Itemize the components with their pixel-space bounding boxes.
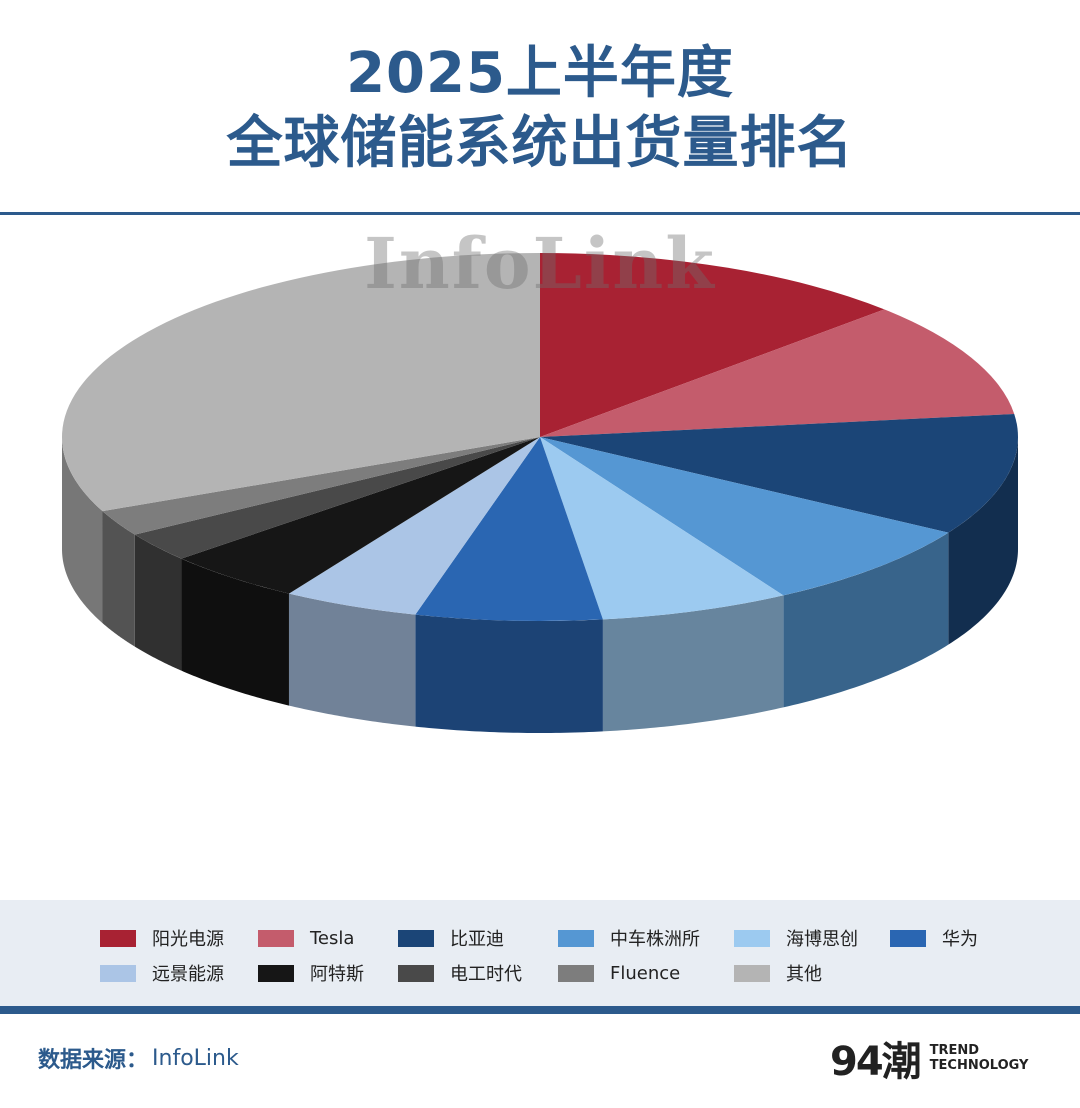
- pie-slice-10: [102, 437, 540, 535]
- pie-side-walls: [62, 437, 1018, 733]
- brand-mark: 94潮: [830, 1039, 922, 1085]
- legend-item: 阿特斯: [258, 961, 364, 985]
- pie-slice-2: [540, 309, 1015, 437]
- legend-item: 电工时代: [398, 961, 522, 985]
- legend-label: Tesla: [310, 927, 355, 949]
- legend-label: 海博思创: [786, 929, 858, 950]
- legend-swatch: [100, 964, 136, 982]
- brand-wordmark: TREND TECHNOLOGY: [930, 1043, 1029, 1073]
- pie-chart-svg: [62, 253, 1018, 733]
- legend-swatch: [258, 929, 294, 947]
- chart-legend: 阳光电源 Tesla 比亚迪 中车株洲所 海博思创 华为远景能源 阿特斯 电工时代 Fluenc…: [0, 900, 1080, 1006]
- legend-swatch: [100, 929, 136, 947]
- footer-divider: [0, 1006, 1080, 1014]
- pie-slice-1: [540, 253, 885, 437]
- legend-item: Tesla: [258, 926, 354, 950]
- legend-swatch: [890, 929, 926, 947]
- legend-swatch: [558, 929, 594, 947]
- legend-label: 比亚迪: [450, 929, 504, 950]
- watermark-text: InfoLink: [364, 222, 716, 305]
- pie-slice-3: [540, 413, 1018, 533]
- pie-side-9: [134, 534, 182, 671]
- legend-item: 华为: [890, 926, 978, 950]
- legend-item: Fluence: [558, 961, 680, 985]
- legend-item: 中车株洲所: [558, 926, 700, 950]
- legend-item: 其他: [734, 961, 822, 985]
- pie-slice-6: [415, 437, 603, 621]
- legend-swatch: [558, 964, 594, 982]
- legend-label: 其他: [786, 964, 822, 985]
- legend-label: 阳光电源: [152, 929, 224, 950]
- pie-side-8: [181, 558, 289, 706]
- data-source-value: InfoLink: [152, 1045, 239, 1071]
- legend-swatch: [398, 929, 434, 947]
- pie-top-faces: [62, 253, 1018, 621]
- legend-swatch: [258, 964, 294, 982]
- pie-slice-7: [288, 437, 540, 615]
- pie-side-7: [288, 593, 416, 727]
- pie-side-4: [783, 532, 949, 708]
- brand-line-1: TREND: [929, 1043, 980, 1058]
- legend-item: 阳光电源: [100, 926, 224, 950]
- legend-label: 华为: [942, 929, 978, 950]
- pie-chart-area: [0, 215, 1080, 900]
- legend-swatch: [734, 929, 770, 947]
- brand-line-2: TECHNOLOGY: [929, 1058, 1029, 1073]
- chart-title-line-2: 全球储能系统出货量排名: [226, 111, 854, 176]
- chart-title-line-1: 2025上半年度: [346, 41, 734, 106]
- pie-side-10: [102, 511, 135, 647]
- title-block: 2025上半年度 全球储能系统出货量排名: [0, 0, 1080, 214]
- pie-slice-11: [62, 253, 540, 512]
- pie-slice-4: [540, 437, 949, 596]
- pie-side-3: [948, 437, 1018, 645]
- legend-swatch: [734, 964, 770, 982]
- brand-logo: 94潮 TREND TECHNOLOGY: [830, 1030, 1028, 1086]
- legend-item: 远景能源: [100, 961, 224, 985]
- data-source-label: 数据来源：: [38, 1048, 149, 1073]
- legend-label: Fluence: [610, 962, 681, 984]
- legend-item: 比亚迪: [398, 926, 504, 950]
- pie-side-6: [415, 614, 603, 733]
- pie-slice-9: [134, 437, 540, 559]
- title-divider: [0, 212, 1080, 215]
- legend-label: 中车株洲所: [610, 929, 700, 950]
- legend-swatch: [398, 964, 434, 982]
- pie-slice-5: [540, 437, 784, 620]
- legend-item: 海博思创: [734, 926, 858, 950]
- pie-slice-8: [181, 437, 540, 594]
- data-source: 数据来源： InfoLink: [38, 1042, 239, 1074]
- pie-side-5: [602, 595, 784, 732]
- legend-label: 电工时代: [450, 964, 522, 985]
- legend-label: 阿特斯: [310, 964, 364, 985]
- legend-label: 远景能源: [152, 964, 224, 985]
- pie-side-11: [62, 437, 103, 624]
